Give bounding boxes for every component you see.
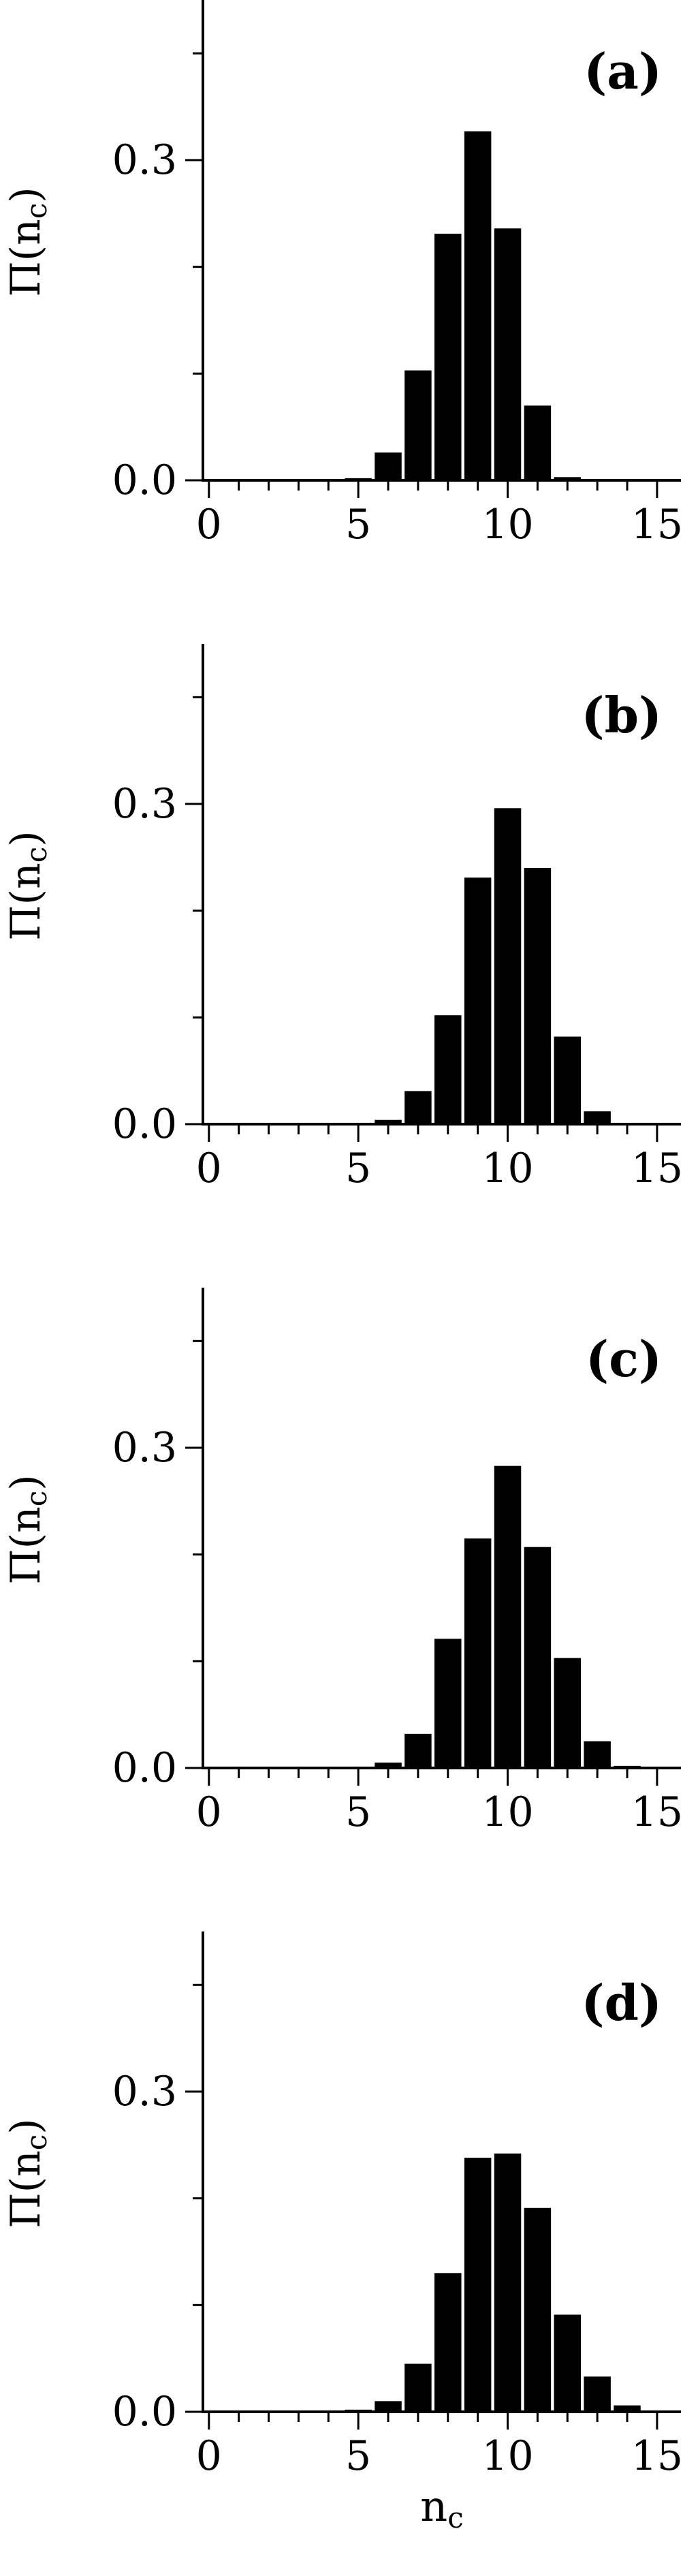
bar-n8 (434, 234, 462, 480)
x-tick-label: 10 (481, 1145, 533, 1192)
panel-d: 0 5 10 15 0.0 0.3 Π(nc) (d) nc (2, 1931, 683, 2534)
bar-n11 (524, 868, 552, 1124)
bar-n9 (464, 131, 492, 480)
x-tick-label: 0 (196, 1145, 222, 1192)
bar-n13 (584, 1741, 611, 1768)
x-tick-label: 15 (631, 1788, 683, 1836)
x-tick-label: 0 (196, 1788, 222, 1836)
x-tick-label: 0 (196, 2432, 222, 2480)
bar-n10 (494, 1465, 522, 1768)
x-tick-label: 5 (345, 2432, 371, 2480)
y-tick-label: 0.0 (112, 2388, 177, 2436)
bar-n6 (375, 1763, 402, 1768)
x-tick-label: 15 (631, 2432, 683, 2480)
y-axis-label: Π(nc) (2, 2118, 53, 2228)
panel-label: (b) (582, 686, 662, 744)
bar-n6 (375, 1119, 402, 1124)
bar-n12 (554, 2314, 582, 2412)
y-tick-label: 0.0 (112, 456, 177, 504)
bar-n7 (404, 2363, 432, 2412)
bar-n6 (375, 452, 402, 480)
bar-n10 (494, 808, 522, 1124)
bar-n7 (404, 1733, 432, 1768)
x-tick-label: 15 (631, 501, 683, 548)
bar-n14 (614, 2405, 641, 2412)
bar-n12 (554, 477, 582, 480)
bar-n9 (464, 878, 492, 1124)
y-tick-label: 0.0 (112, 1744, 177, 1792)
bar-n8 (434, 1639, 462, 1768)
y-axis-label: Π(nc) (2, 1474, 53, 1584)
x-axis-label: nc (420, 2481, 463, 2534)
y-tick-label: 0.3 (112, 2068, 177, 2115)
y-tick-label: 0.3 (112, 1424, 177, 1472)
y-axis-label: Π(nc) (2, 831, 53, 940)
x-tick-label: 10 (481, 1788, 533, 1836)
panel-label: (c) (586, 1330, 662, 1388)
panel-c: 0 5 10 15 0.0 0.3 Π(nc) (c) (2, 1288, 683, 1836)
y-tick-label: 0.3 (112, 780, 177, 828)
x-tick-label: 10 (481, 501, 533, 548)
x-tick-label: 5 (345, 1145, 371, 1192)
bar-n11 (524, 2207, 552, 2412)
bar-n11 (524, 405, 552, 480)
y-tick-label: 0.3 (112, 136, 177, 184)
bar-n7 (404, 1091, 432, 1124)
x-tick-label: 10 (481, 2432, 533, 2480)
x-tick-label: 15 (631, 1145, 683, 1192)
panel-b: 0 5 10 15 0.0 0.3 Π(nc) (b) (2, 644, 683, 1192)
y-axis-label: Π(nc) (2, 187, 53, 296)
x-tick-label: 5 (345, 501, 371, 548)
bar-n8 (434, 1015, 462, 1124)
panel-label: (a) (584, 42, 662, 100)
bar-n7 (404, 370, 432, 480)
bar-n12 (554, 1658, 582, 1768)
bar-n10 (494, 2153, 522, 2412)
x-tick-label: 5 (345, 1788, 371, 1836)
bar-n6 (375, 2401, 402, 2412)
bar-n9 (464, 1538, 492, 1768)
x-tick-label: 0 (196, 501, 222, 548)
panel-label: (d) (582, 1974, 662, 2032)
bar-n13 (584, 2376, 611, 2412)
bar-n11 (524, 1547, 552, 1768)
bar-n8 (434, 2273, 462, 2412)
bar-n9 (464, 2158, 492, 2412)
y-tick-label: 0.0 (112, 1100, 177, 1148)
panel-a: 0 5 10 15 0.0 0.3 Π(nc) (a) (2, 0, 683, 548)
bar-n12 (554, 1036, 582, 1124)
bar-n10 (494, 228, 522, 480)
bar-n13 (584, 1111, 611, 1124)
